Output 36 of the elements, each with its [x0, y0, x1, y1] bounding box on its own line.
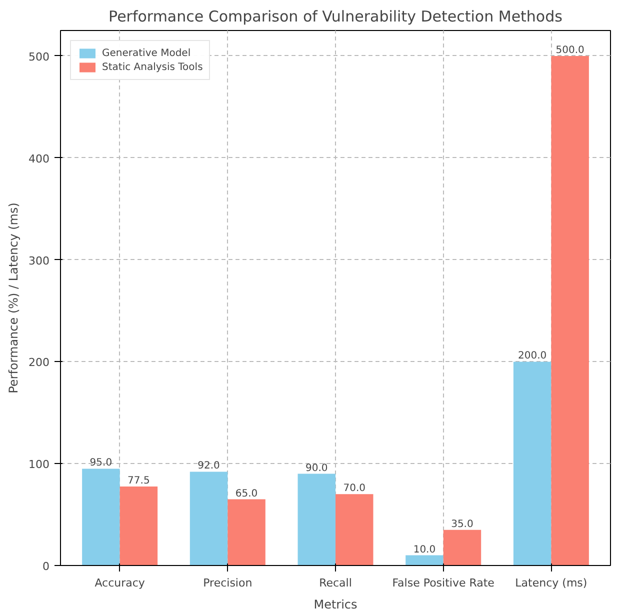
- y-tick-label: 300: [28, 254, 50, 268]
- x-axis-title: Metrics: [314, 598, 358, 612]
- bar: [443, 530, 482, 566]
- y-tick-label: 400: [28, 152, 50, 166]
- data-label: 90.0: [305, 462, 328, 474]
- bar: [513, 362, 552, 566]
- y-axis-title: Performance (%) / Latency (ms): [6, 202, 21, 394]
- bar: [228, 499, 266, 566]
- x-tick-label: Accuracy: [94, 576, 146, 590]
- y-tick-label: 200: [28, 356, 50, 370]
- data-label: 70.0: [343, 483, 366, 494]
- data-label: 65.0: [235, 488, 258, 500]
- x-tick-label: Latency (ms): [515, 576, 588, 590]
- legend-label: Generative Model: [102, 48, 191, 58]
- data-label: 92.0: [198, 460, 220, 472]
- data-label: 500.0: [556, 44, 584, 56]
- data-label: 35.0: [451, 518, 474, 530]
- bar: [336, 494, 374, 566]
- x-tick-label: False Positive Rate: [392, 576, 495, 590]
- bar: [190, 472, 228, 566]
- bar: [82, 468, 120, 566]
- bar: [298, 474, 336, 566]
- legend-label: Static Analysis Tools: [102, 62, 203, 72]
- x-tick-label: Recall: [319, 576, 352, 590]
- bar: [120, 486, 158, 566]
- y-tick-label: 0: [42, 560, 50, 573]
- data-label: 95.0: [90, 458, 112, 469]
- data-label: 10.0: [413, 544, 436, 556]
- y-tick-label: 500: [28, 50, 50, 64]
- x-tick-label: Precision: [203, 576, 252, 590]
- y-tick-label: 100: [28, 458, 50, 472]
- bar: [406, 555, 444, 566]
- data-label: 200.0: [518, 350, 547, 362]
- chart-title: Performance Comparison of Vulnerability Detection Methods: [108, 8, 563, 26]
- bar: [551, 56, 589, 566]
- data-label: 77.5: [128, 476, 150, 487]
